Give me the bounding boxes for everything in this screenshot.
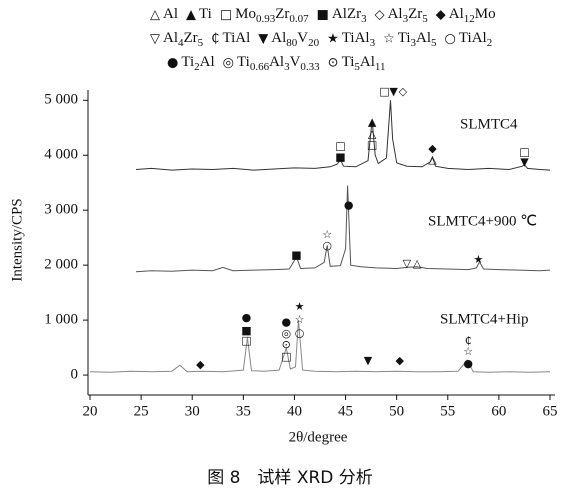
legend-symbol: ☆ <box>383 32 395 47</box>
peak-marker: △ <box>368 127 377 140</box>
peak-marker: □ <box>241 334 251 347</box>
legend-symbol: ● <box>167 56 178 71</box>
legend-label: Mo0.93Zr0.07 <box>235 6 309 24</box>
x-tick-label: 65 <box>543 403 558 419</box>
x-tick-label: 35 <box>236 403 251 419</box>
legend-symbol: ₵ <box>211 32 219 47</box>
x-tick-label: 40 <box>287 403 302 419</box>
y-tick-label: 2 000 <box>44 257 78 273</box>
peak-marker: ◆ <box>428 142 437 155</box>
legend-symbol: ○ <box>445 32 456 47</box>
y-tick-label: 3 000 <box>44 202 78 218</box>
legend-symbol: ★ <box>327 32 339 47</box>
legend-symbol: ▲ <box>186 8 196 23</box>
peak-marker: ★ <box>474 253 484 266</box>
peak-marker: △ <box>413 257 422 270</box>
peak-marker: ▲ <box>368 115 377 128</box>
legend-symbol: ▽ <box>150 32 160 47</box>
y-axis-label: Intensity/CPS <box>9 198 25 281</box>
legend-label: Al12Mo <box>449 6 496 24</box>
peak-marker: □ <box>367 138 377 151</box>
x-tick-label: 55 <box>440 403 455 419</box>
y-tick-label: 1 000 <box>44 312 78 328</box>
legend-symbol: ▼ <box>258 32 268 47</box>
legend-label: TiAl3 <box>342 30 376 48</box>
peak-marker: ◆ <box>196 358 205 371</box>
peak-marker: ■ <box>291 248 301 261</box>
legend-label: TiAl <box>222 30 250 46</box>
xrd-pattern <box>89 320 551 373</box>
x-axis-label: 2θ/degree <box>289 429 348 445</box>
legend-label: Al4Zr5 <box>163 30 204 48</box>
legend-label: Ti3Al5 <box>398 30 437 48</box>
peak-marker: ▼ <box>520 155 529 168</box>
y-tick-label: 4 000 <box>44 147 78 163</box>
legend-label: Ti5Al11 <box>342 54 386 72</box>
legend-label: Ti2Al <box>181 54 214 72</box>
peak-marker: △ <box>428 153 437 166</box>
peak-marker: ○ <box>322 239 332 252</box>
peak-marker: ☆ <box>463 345 473 358</box>
peak-marker: □ <box>281 350 291 363</box>
legend-symbol: ◆ <box>436 8 446 23</box>
peak-marker: ◎ <box>281 327 291 340</box>
caption: 图 8 试样 XRD 分析 <box>207 468 373 488</box>
legend-symbol: □ <box>220 8 232 23</box>
x-tick-label: 45 <box>338 403 353 419</box>
peak-marker: □ <box>379 85 389 98</box>
legend-label: TiAl2 <box>459 30 492 48</box>
legend-label: AlZr3 <box>332 6 367 24</box>
peak-marker: ☆ <box>295 313 305 326</box>
x-tick-label: 20 <box>83 403 98 419</box>
x-tick-label: 25 <box>134 403 149 419</box>
legend-symbol: ⊙ <box>328 56 339 71</box>
x-tick-label: 30 <box>185 403 200 419</box>
peak-marker: ● <box>463 357 473 370</box>
y-tick-label: 5 000 <box>44 92 78 108</box>
series-label: SLMTC4+Hip <box>440 311 528 327</box>
peak-marker: ▼ <box>364 354 373 367</box>
peak-marker: ▽ <box>403 257 412 270</box>
y-tick-label: 0 <box>71 367 79 383</box>
peak-marker: ₵ <box>465 334 472 347</box>
peak-marker: ● <box>242 311 252 324</box>
peak-marker: ● <box>281 315 291 328</box>
peak-marker: ◇ <box>399 85 408 98</box>
legend-symbol: ■ <box>317 8 329 23</box>
peak-marker: ○ <box>295 326 305 339</box>
legend-label: Ti <box>199 6 212 22</box>
legend-label: Ti0.66Al3V0.33 <box>237 54 320 72</box>
x-tick-label: 60 <box>491 403 506 419</box>
series-label: SLMTC4+900 ℃ <box>428 213 537 229</box>
x-tick-label: 50 <box>389 403 404 419</box>
xrd-pattern <box>135 100 551 171</box>
peak-marker: ■ <box>241 324 251 337</box>
peak-marker: ● <box>344 198 354 211</box>
legend-label: Al80V20 <box>271 30 319 48</box>
legend-symbol: △ <box>150 8 160 23</box>
peak-marker: □ <box>519 145 529 158</box>
peak-marker: ★ <box>295 300 305 313</box>
peak-marker: ☆ <box>322 228 332 241</box>
legend-symbol: ◇ <box>375 8 385 23</box>
legend-label: Al <box>163 6 178 22</box>
series-label: SLMTC4 <box>460 116 518 132</box>
legend-label: Al3Zr5 <box>388 6 429 24</box>
peak-marker: ▼ <box>389 85 398 98</box>
peak-marker: ⊙ <box>282 338 291 351</box>
xrd-pattern <box>135 185 551 273</box>
peak-marker: ■ <box>335 150 345 163</box>
peak-marker: ◆ <box>395 354 404 367</box>
peak-marker: □ <box>335 139 345 152</box>
legend-symbol: ◎ <box>223 56 234 71</box>
